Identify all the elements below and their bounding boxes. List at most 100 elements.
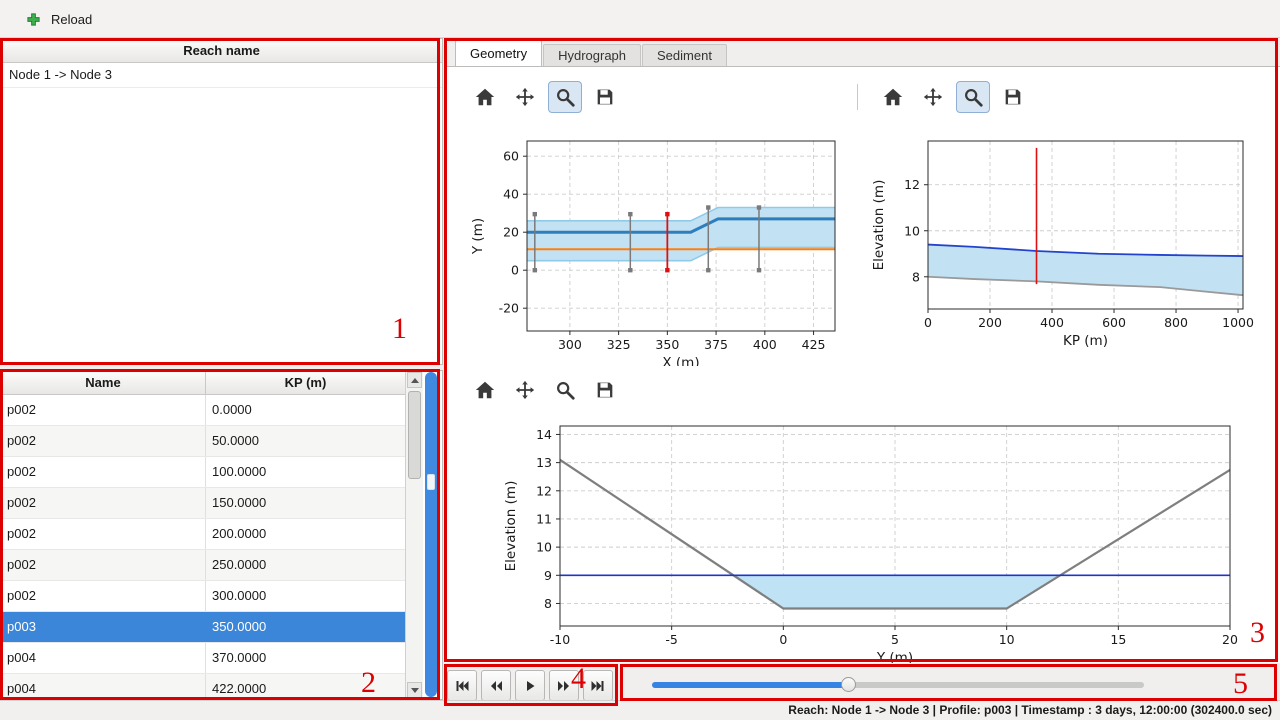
save-button[interactable] [588, 374, 622, 406]
zoom-button[interactable] [548, 374, 582, 406]
cell-name: p002 [1, 457, 206, 487]
top-plots-area: 300 325 350 375 400 425 -20 0 20 40 60 X (m) Y (m) 0… [445, 71, 1280, 367]
svg-text:600: 600 [1102, 315, 1126, 330]
svg-text:200: 200 [978, 315, 1002, 330]
svg-text:-10: -10 [550, 632, 570, 647]
svg-text:0: 0 [511, 263, 519, 278]
svg-text:5: 5 [891, 632, 899, 647]
skip-to-start-button[interactable] [447, 670, 477, 701]
reach-list-item[interactable]: Node 1 -> Node 3 [1, 63, 442, 88]
annotation-label-5: 5 [1233, 667, 1248, 700]
svg-text:-20: -20 [499, 301, 519, 316]
longitudinal-profile-chart[interactable]: 0 200 400 600 800 1000 8 10 12 KP (m) Elevation (m… [870, 121, 1280, 367]
svg-text:0: 0 [779, 632, 787, 647]
plan-view-chart[interactable]: 300 325 350 375 400 425 -20 0 20 40 60 X (m) Y (m) [450, 121, 862, 367]
svg-text:12: 12 [904, 177, 920, 192]
cross-section-chart[interactable]: -10 -5 0 5 10 15 20 8 9 10 11 12 13 14 Y (m) Elevation … [470, 411, 1270, 663]
table-row[interactable]: p002 200.0000 [1, 519, 405, 550]
overlay-scrollbar[interactable] [425, 372, 437, 697]
table-row[interactable]: p002 50.0000 [1, 426, 405, 457]
table-row[interactable]: p002 0.0000 [1, 395, 405, 426]
plot-panel: Geometry Hydrograph Sediment [445, 38, 1280, 663]
svg-text:8: 8 [912, 269, 920, 284]
cell-kp: 200.0000 [212, 526, 267, 541]
rewind-button[interactable] [481, 670, 511, 701]
home-button[interactable] [876, 81, 910, 113]
svg-text:9: 9 [544, 568, 552, 583]
table-row[interactable]: p002 150.0000 [1, 488, 405, 519]
timestep-slider[interactable] [652, 677, 1144, 692]
profile-table-header: Name KP (m) [1, 371, 405, 395]
scroll-down-icon [410, 687, 419, 693]
svg-text:425: 425 [802, 337, 826, 352]
reach-list-header: Reach name [1, 39, 442, 63]
svg-text:X (m): X (m) [662, 355, 699, 367]
tab-sediment[interactable]: Sediment [642, 44, 727, 66]
tab-hydrograph[interactable]: Hydrograph [543, 44, 642, 66]
cell-kp: 150.0000 [212, 495, 267, 510]
playback-controls [447, 670, 613, 701]
cell-name: p002 [1, 581, 206, 611]
skip-to-end-button[interactable] [583, 670, 613, 701]
home-button[interactable] [468, 374, 502, 406]
table-row[interactable]: p004 370.0000 [1, 643, 405, 674]
pan-icon [515, 87, 535, 107]
play-button[interactable] [515, 670, 545, 701]
reload-button[interactable]: Reload [20, 6, 98, 32]
table-scrollbar[interactable] [405, 371, 423, 699]
save-icon [1005, 89, 1021, 105]
tab-geometry[interactable]: Geometry [455, 40, 543, 66]
zoom-button[interactable] [548, 81, 582, 113]
cell-name: p002 [1, 488, 206, 518]
fast-forward-button[interactable] [549, 670, 579, 701]
svg-text:14: 14 [536, 427, 552, 442]
svg-text:325: 325 [607, 337, 631, 352]
column-header-name[interactable]: Name [1, 371, 206, 394]
svg-text:KP (m): KP (m) [1063, 333, 1108, 349]
table-row[interactable]: p004 422.0000 [1, 674, 405, 699]
svg-text:400: 400 [753, 337, 777, 352]
profile-table-panel: Name KP (m) p002 0.0000 p002 50.0000 p002 100… [0, 370, 443, 700]
zoom-icon [557, 89, 575, 107]
scrollbar-thumb[interactable] [408, 391, 421, 479]
scroll-up-button[interactable] [407, 372, 422, 388]
scroll-down-button[interactable] [407, 682, 422, 698]
column-header-kp[interactable]: KP (m) [284, 375, 327, 390]
table-row[interactable]: p002 100.0000 [1, 457, 405, 488]
svg-text:1000: 1000 [1222, 315, 1254, 330]
pan-button[interactable] [916, 81, 950, 113]
cell-name: p004 [1, 643, 206, 673]
svg-text:0: 0 [924, 315, 932, 330]
cell-kp: 100.0000 [212, 464, 267, 479]
pan-button[interactable] [508, 81, 542, 113]
svg-text:Elevation (m): Elevation (m) [503, 481, 519, 572]
cell-kp: 50.0000 [212, 433, 259, 448]
skip-to-end-icon [591, 680, 604, 691]
overlay-scrollbar-handle[interactable] [427, 474, 435, 490]
table-row[interactable]: p002 250.0000 [1, 550, 405, 581]
svg-text:400: 400 [1040, 315, 1064, 330]
table-row[interactable]: p003 350.0000 [1, 612, 405, 643]
cell-kp: 370.0000 [212, 650, 267, 665]
reload-label: Reload [51, 11, 93, 27]
zoom-button[interactable] [956, 81, 990, 113]
status-text: Reach: Node 1 -> Node 3 | Profile: p003 … [788, 703, 1272, 717]
save-icon [597, 382, 613, 398]
svg-text:8: 8 [544, 596, 552, 611]
svg-text:10: 10 [904, 223, 920, 238]
slider-fill [652, 682, 849, 688]
cell-kp: 422.0000 [212, 681, 267, 696]
save-button[interactable] [588, 81, 622, 113]
save-button[interactable] [996, 81, 1030, 113]
table-row[interactable]: p002 300.0000 [1, 581, 405, 612]
profile-table-body: p002 0.0000 p002 50.0000 p002 100.0000 p002 150… [1, 395, 405, 699]
svg-text:20: 20 [503, 225, 519, 240]
svg-text:11: 11 [536, 511, 552, 526]
svg-text:12: 12 [536, 483, 552, 498]
cell-name: p002 [1, 550, 206, 580]
home-button[interactable] [468, 81, 502, 113]
cell-kp: 0.0000 [212, 402, 252, 417]
home-icon [475, 88, 495, 106]
slider-handle[interactable] [840, 677, 856, 692]
pan-button[interactable] [508, 374, 542, 406]
